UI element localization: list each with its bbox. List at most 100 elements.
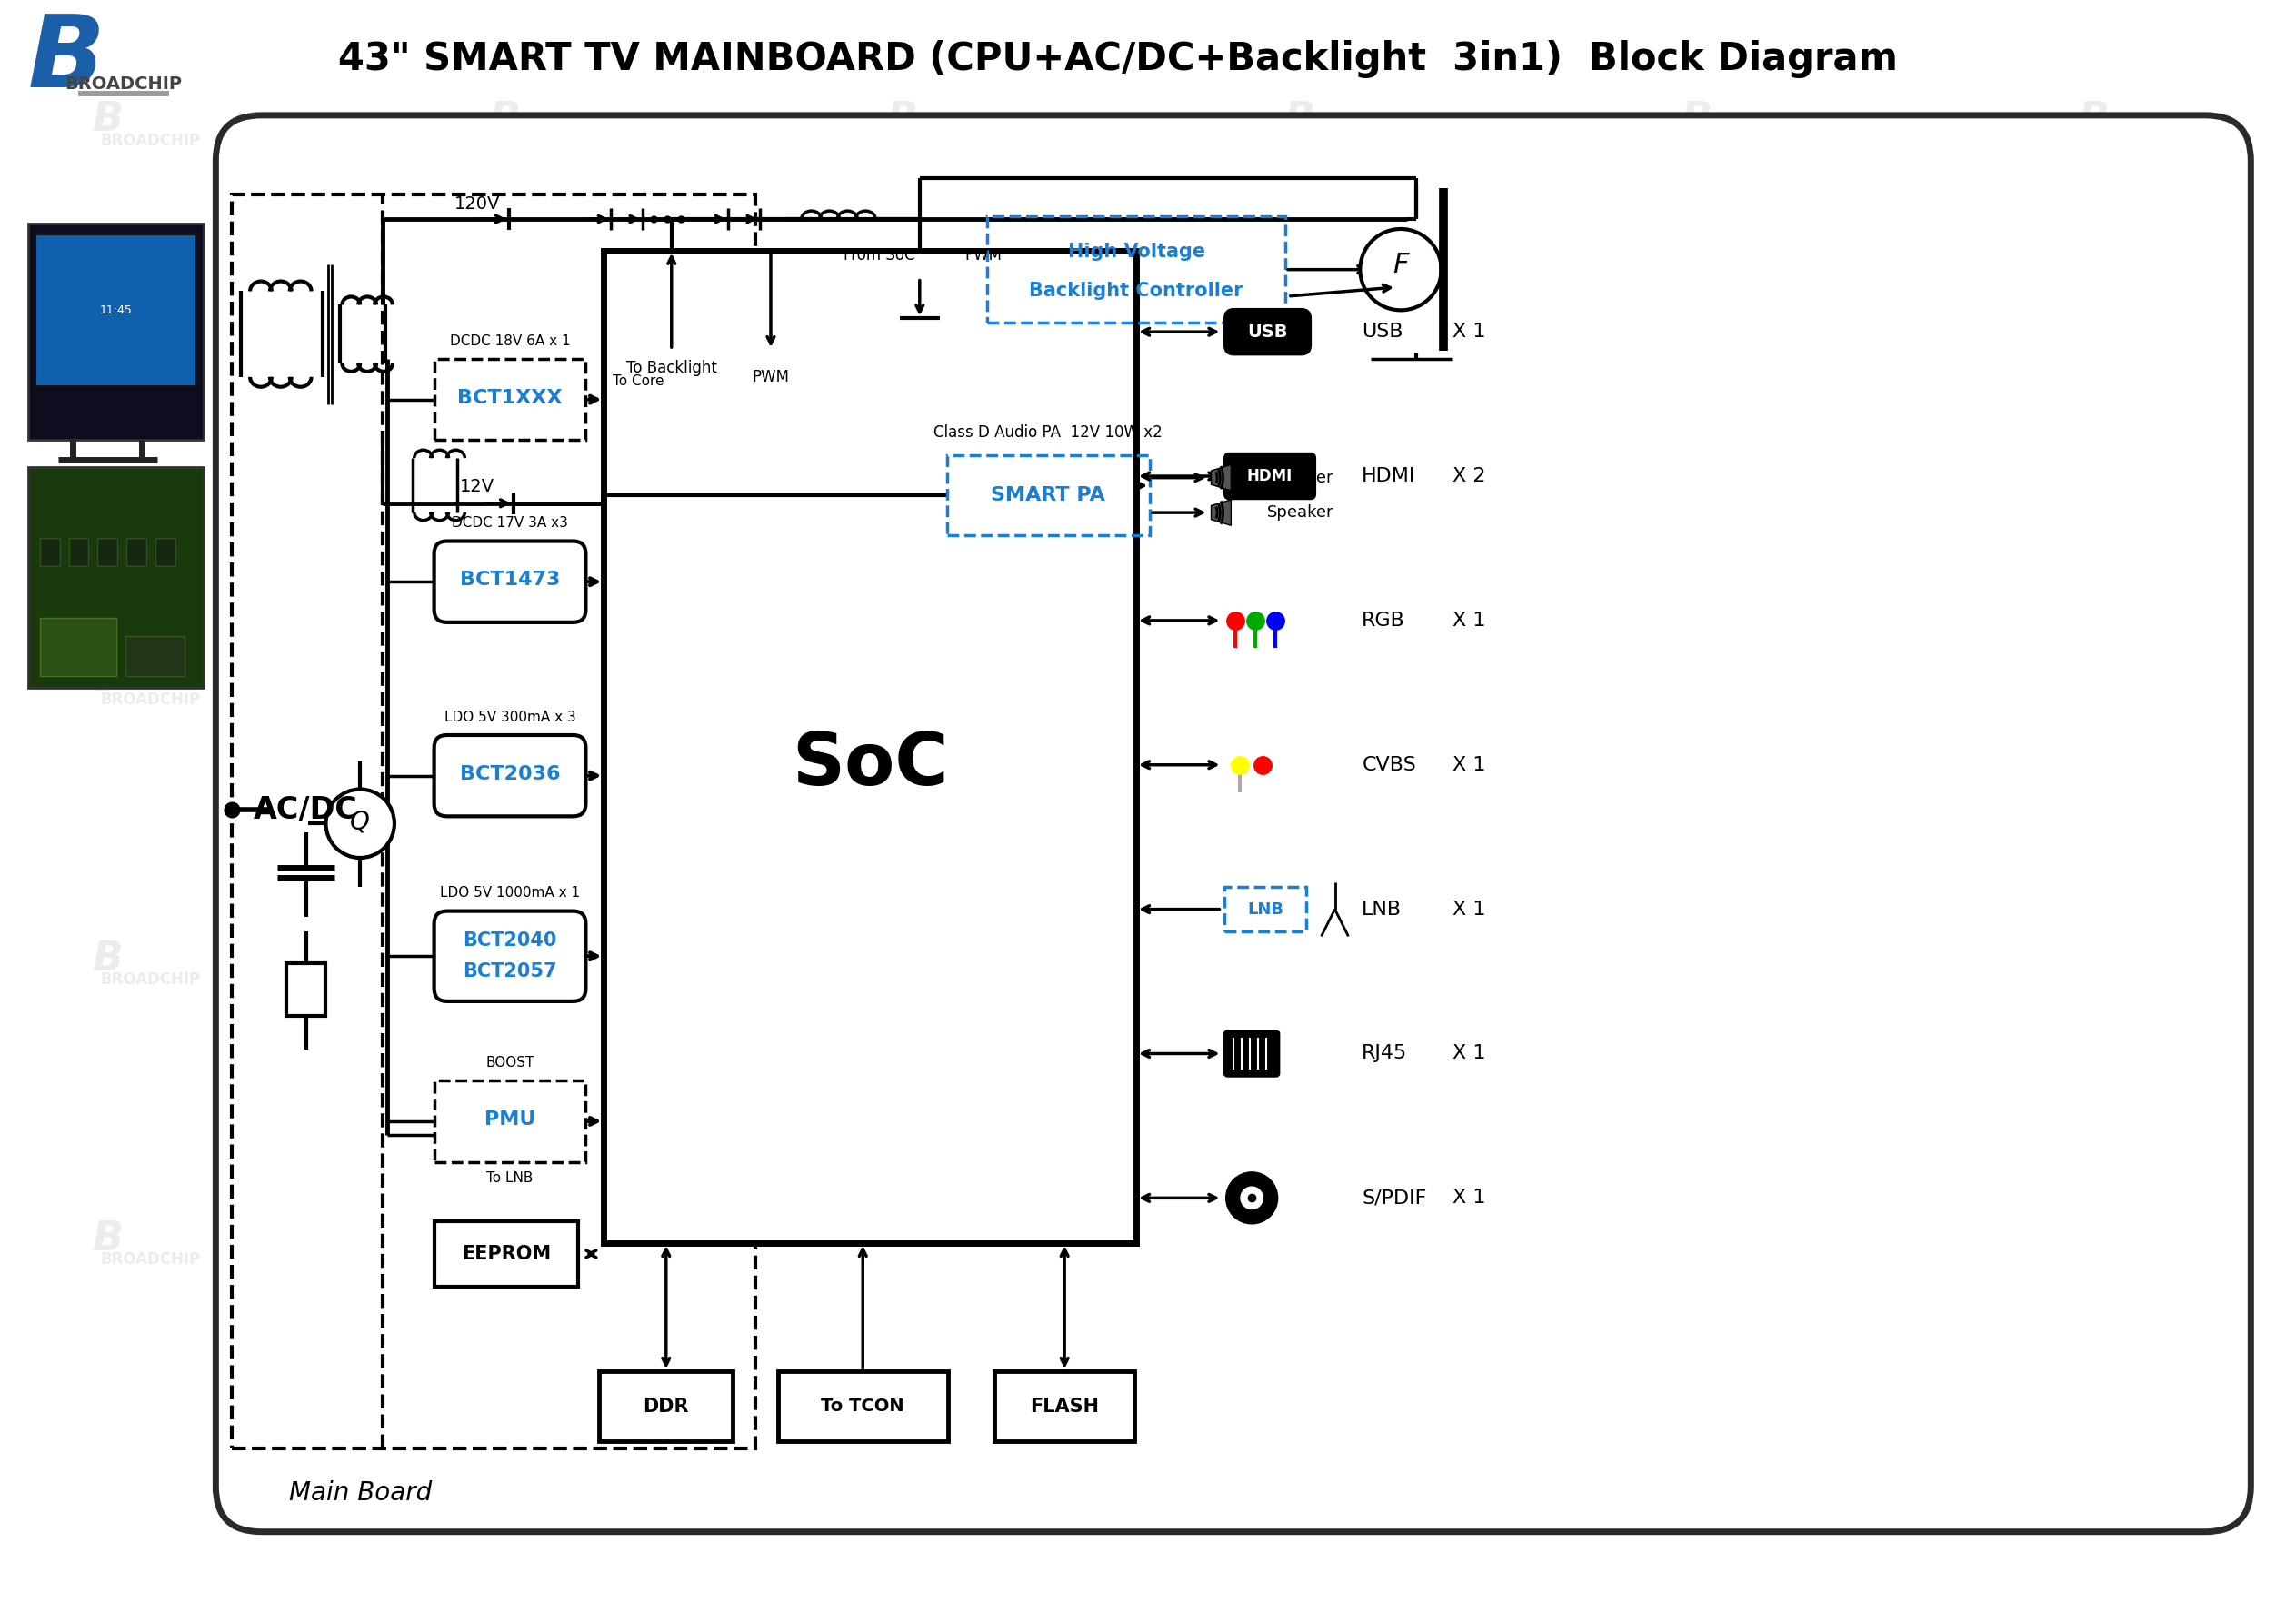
Text: BROADCHIP: BROADCHIP: [1690, 972, 1789, 988]
Text: B: B: [2078, 660, 2108, 699]
Text: BROADCHIP: BROADCHIP: [2087, 412, 2186, 428]
Text: RJ45: RJ45: [1362, 1045, 1407, 1062]
Bar: [39, 537, 60, 566]
Circle shape: [1240, 1186, 1265, 1210]
Text: X 1: X 1: [1451, 900, 1486, 918]
Text: BROADCHIP: BROADCHIP: [895, 972, 994, 988]
Text: B: B: [1681, 101, 1711, 139]
Text: BROADCHIP: BROADCHIP: [498, 691, 597, 709]
Bar: [28, 467, 204, 688]
Text: To Core: To Core: [613, 375, 664, 388]
Text: BCT2057: BCT2057: [464, 962, 558, 981]
Text: B: B: [2078, 101, 2108, 139]
Text: BROADCHIP: BROADCHIP: [498, 972, 597, 988]
Bar: [34, 235, 195, 386]
Text: BROADCHIP: BROADCHIP: [101, 133, 200, 149]
Text: PMU: PMU: [484, 1111, 535, 1129]
Bar: [39, 618, 117, 676]
Text: X 1: X 1: [1451, 323, 1486, 341]
Text: To LNB: To LNB: [487, 1171, 533, 1186]
Text: LDO 5V 1000mA x 1: LDO 5V 1000mA x 1: [441, 886, 581, 900]
Text: BROADCHIP: BROADCHIP: [101, 691, 200, 709]
Text: BROADCHIP: BROADCHIP: [2087, 972, 2186, 988]
Text: BROADCHIP: BROADCHIP: [895, 133, 994, 149]
Circle shape: [1226, 1173, 1277, 1223]
Text: BROADCHIP: BROADCHIP: [2087, 691, 2186, 709]
Text: B: B: [886, 939, 916, 978]
Text: 120V: 120V: [455, 195, 501, 212]
Text: FLASH: FLASH: [1031, 1397, 1100, 1416]
Bar: [126, 537, 147, 566]
Text: X 2: X 2: [1451, 467, 1486, 485]
Text: B: B: [489, 101, 519, 139]
Bar: [987, 216, 1286, 323]
Text: X 1: X 1: [1451, 1045, 1486, 1062]
Bar: [126, 636, 184, 676]
Text: BROADCHIP: BROADCHIP: [1690, 1251, 1789, 1267]
Text: BROADCHIP: BROADCHIP: [1293, 1251, 1391, 1267]
Text: BROADCHIP: BROADCHIP: [101, 1251, 200, 1267]
Text: B: B: [2078, 1220, 2108, 1259]
Text: B: B: [886, 380, 916, 418]
Bar: [232, 195, 755, 1448]
Text: USB: USB: [1362, 323, 1403, 341]
Polygon shape: [1212, 500, 1231, 526]
Bar: [994, 1371, 1134, 1442]
Text: B: B: [2078, 380, 2108, 418]
Text: BROADCHIP: BROADCHIP: [1690, 412, 1789, 428]
Bar: [156, 537, 174, 566]
Text: B: B: [1681, 380, 1711, 418]
Text: 12V: 12V: [459, 478, 494, 496]
Text: 43" SMART TV MAINBOARD (CPU+AC/DC+Backlight  3in1)  Block Diagram: 43" SMART TV MAINBOARD (CPU+AC/DC+Backli…: [338, 41, 1899, 78]
Text: B: B: [2078, 939, 2108, 978]
Text: BROADCHIP: BROADCHIP: [895, 691, 994, 709]
Text: B: B: [1283, 101, 1313, 139]
Text: DCDC 17V 3A x3: DCDC 17V 3A x3: [452, 516, 567, 530]
Text: B: B: [1681, 1220, 1711, 1259]
Text: X 1: X 1: [1451, 1189, 1486, 1207]
Text: BCT1XXX: BCT1XXX: [457, 389, 563, 407]
Text: DCDC 18V 6A x 1: DCDC 18V 6A x 1: [450, 334, 569, 347]
Text: Main Board: Main Board: [289, 1481, 432, 1505]
Text: BCT2036: BCT2036: [459, 766, 560, 783]
FancyBboxPatch shape: [1224, 454, 1316, 498]
Text: CVBS: CVBS: [1362, 756, 1417, 774]
Text: BROADCHIP: BROADCHIP: [1293, 691, 1391, 709]
Text: B: B: [92, 1220, 122, 1259]
FancyBboxPatch shape: [434, 912, 585, 1001]
Text: B: B: [886, 1220, 916, 1259]
Circle shape: [326, 790, 395, 858]
Text: BROADCHIP: BROADCHIP: [1293, 412, 1391, 428]
Text: X 1: X 1: [1451, 756, 1486, 774]
Text: BROADCHIP: BROADCHIP: [895, 1251, 994, 1267]
Circle shape: [1359, 229, 1442, 310]
Text: USB: USB: [1247, 323, 1288, 341]
Text: B: B: [92, 939, 122, 978]
Polygon shape: [1212, 466, 1231, 490]
Text: B: B: [28, 11, 106, 109]
Bar: [434, 1080, 585, 1161]
Text: B: B: [489, 939, 519, 978]
Bar: [946, 456, 1150, 535]
Text: Q: Q: [351, 809, 370, 834]
Text: To Backlight: To Backlight: [627, 360, 716, 376]
Bar: [434, 1221, 579, 1286]
Text: BROADCHIP: BROADCHIP: [1293, 972, 1391, 988]
Text: B: B: [886, 660, 916, 699]
Bar: [28, 224, 204, 440]
Text: BROADCHIP: BROADCHIP: [101, 412, 200, 428]
Text: High Voltage: High Voltage: [1068, 242, 1205, 261]
Text: BROADCHIP: BROADCHIP: [1690, 691, 1789, 709]
Text: B: B: [92, 660, 122, 699]
Bar: [434, 358, 585, 440]
Text: B: B: [489, 1220, 519, 1259]
Text: HDMI: HDMI: [1247, 469, 1293, 485]
Text: B: B: [1283, 660, 1313, 699]
Bar: [96, 537, 117, 566]
Text: RGB: RGB: [1362, 611, 1405, 629]
Text: BROADCHIP: BROADCHIP: [895, 412, 994, 428]
Text: From SoC: From SoC: [845, 247, 916, 263]
Text: LDO 5V 300mA x 3: LDO 5V 300mA x 3: [443, 710, 576, 723]
Text: B: B: [92, 101, 122, 139]
Text: BROADCHIP: BROADCHIP: [101, 972, 200, 988]
